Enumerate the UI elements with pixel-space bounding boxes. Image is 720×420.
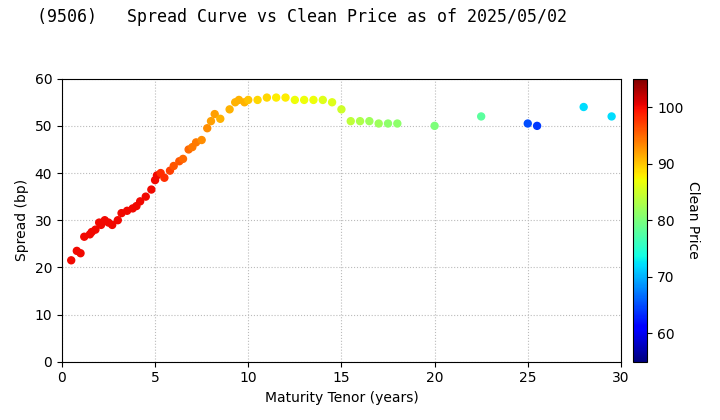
Point (86, 228, 97, 235)
Point (233, 97, 245, 103)
Point (224, 106, 235, 113)
Point (475, 113, 487, 120)
Point (107, 222, 118, 228)
Y-axis label: Spread (bp): Spread (bp) (15, 179, 29, 261)
Point (578, 104, 590, 110)
Point (135, 198, 146, 205)
Point (75, 250, 86, 257)
Point (202, 125, 213, 131)
Point (230, 99, 241, 106)
Point (522, 120, 534, 127)
Point (345, 118, 356, 124)
Point (84, 231, 96, 238)
Text: (9506)   Spread Curve vs Clean Price as of 2025/05/02: (9506) Spread Curve vs Clean Price as of… (37, 8, 567, 26)
Point (140, 193, 151, 200)
Point (90, 226, 102, 233)
Point (307, 97, 319, 103)
Point (190, 139, 202, 146)
Point (103, 219, 114, 226)
Point (280, 94, 292, 101)
Point (289, 97, 300, 103)
Point (336, 106, 347, 113)
Point (239, 99, 251, 106)
Point (243, 97, 254, 103)
Point (606, 113, 617, 120)
Point (66, 257, 77, 264)
Point (392, 120, 403, 127)
Point (78, 234, 90, 240)
Point (145, 186, 157, 193)
Point (174, 158, 185, 165)
Point (215, 116, 226, 122)
Point (158, 174, 170, 181)
Point (99, 217, 111, 223)
Point (205, 118, 217, 124)
Point (112, 217, 124, 223)
Point (382, 120, 394, 127)
Point (429, 123, 441, 129)
Point (186, 144, 198, 150)
Point (209, 111, 220, 118)
Point (317, 97, 328, 103)
Point (122, 207, 133, 214)
Point (252, 97, 264, 103)
Point (298, 97, 310, 103)
Point (261, 94, 273, 101)
Y-axis label: Clean Price: Clean Price (686, 181, 700, 259)
Point (95, 222, 107, 228)
Point (155, 170, 166, 176)
Point (326, 99, 338, 106)
Point (354, 118, 366, 124)
Point (149, 177, 161, 184)
Point (271, 94, 282, 101)
Point (131, 203, 143, 210)
Point (116, 210, 127, 216)
Point (531, 123, 543, 129)
Point (168, 163, 179, 169)
Point (373, 120, 384, 127)
Point (177, 155, 189, 162)
Point (127, 205, 138, 212)
Point (183, 146, 194, 153)
Point (151, 172, 163, 179)
Point (71, 247, 83, 254)
X-axis label: Maturity Tenor (years): Maturity Tenor (years) (264, 391, 418, 405)
Point (164, 167, 176, 174)
Point (94, 219, 105, 226)
Point (196, 136, 207, 143)
Point (364, 118, 375, 124)
